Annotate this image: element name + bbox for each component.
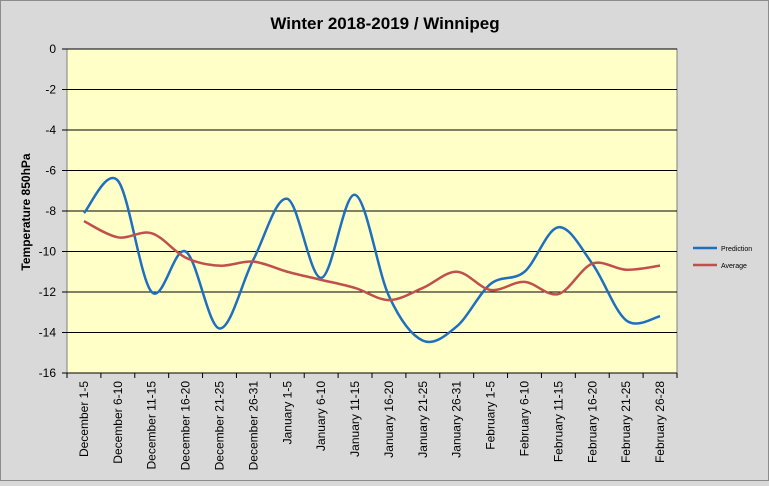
x-tick-label: December 6-10: [111, 381, 125, 464]
legend: Prediction Average: [693, 246, 752, 270]
y-tick-label: 0: [49, 42, 56, 56]
y-tick-label: -6: [45, 164, 56, 178]
x-tick-label: January 26-31: [450, 381, 464, 458]
y-axis-label: Temperature 850hPa: [19, 153, 33, 270]
y-tick-label: -12: [39, 285, 57, 299]
x-tick-label: January 1-5: [280, 381, 294, 445]
y-tick-label: -2: [45, 83, 56, 97]
series-line-prediction: [82, 176, 661, 344]
x-tick-label: February 16-20: [585, 381, 599, 463]
y-tick-label: -16: [39, 366, 57, 380]
y-tick-label: -14: [39, 326, 57, 340]
chart-title: Winter 2018-2019 / Winnipeg: [270, 14, 499, 33]
x-tick-label: February 6-10: [518, 381, 532, 457]
x-tick-label: February 11-15: [551, 381, 565, 462]
x-tick-label: January 6-10: [314, 381, 328, 451]
y-tick-label: -4: [45, 123, 56, 137]
series-lines: [82, 176, 661, 344]
x-axis-ticks: December 1-5 December 6-10 December 11-15 D…: [66, 373, 678, 471]
x-tick-label: February 21-25: [619, 381, 633, 463]
x-tick-label: December 26-31: [246, 381, 260, 471]
x-tick-label: January 16-20: [382, 381, 396, 458]
y-tick-label: -10: [39, 245, 57, 259]
x-tick-label: December 11-15: [145, 381, 159, 470]
x-tick-label: December 16-20: [179, 381, 193, 471]
x-tick-label: December 1-5: [77, 381, 91, 457]
x-tick-label: December 21-25: [213, 381, 227, 471]
x-tick-label: February 1-5: [484, 381, 498, 450]
x-tick-label: January 21-25: [416, 381, 430, 458]
series-line-average: [83, 219, 661, 302]
legend-label: Average: [721, 263, 747, 270]
series-average: [83, 219, 661, 302]
series-prediction: [82, 176, 661, 344]
y-axis-ticks: 0 -2 -4 -6 -8 -10 -12 -14 -16: [39, 42, 67, 380]
x-tick-label: January 11-15: [348, 381, 362, 457]
y-tick-label: -8: [45, 204, 56, 218]
legend-label: Prediction: [721, 246, 752, 253]
x-tick-label: February 26-28: [653, 381, 667, 463]
